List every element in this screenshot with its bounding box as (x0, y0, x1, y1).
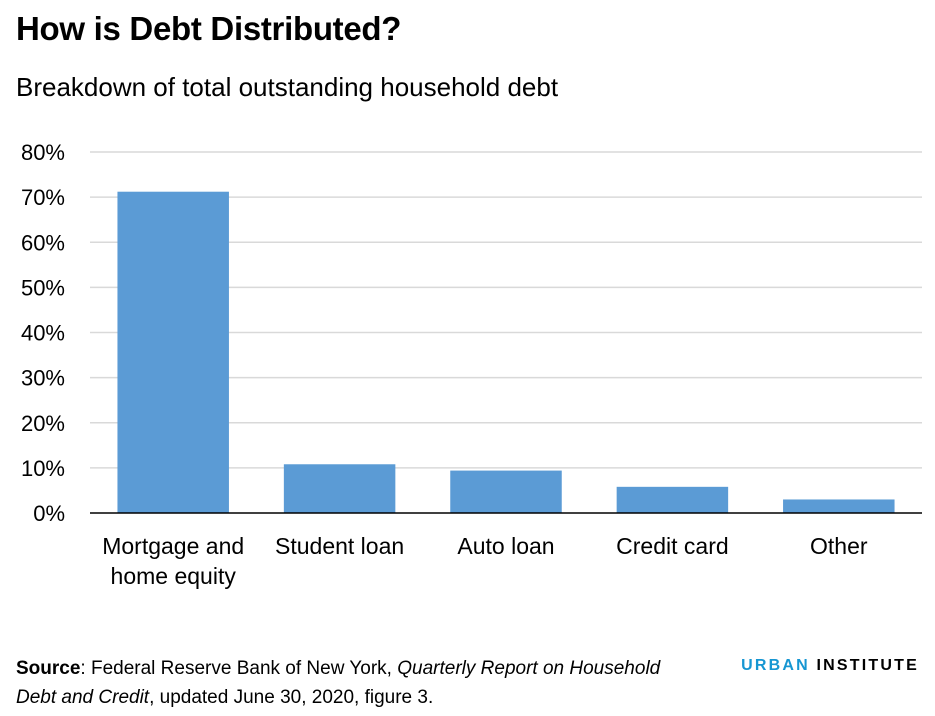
bar (450, 470, 562, 513)
source-publication: Quarterly Report on Household Debt and C… (16, 658, 661, 708)
logo-word-institute: INSTITUTE (816, 657, 919, 674)
y-tick-label: 70% (21, 185, 65, 210)
source-text-2: , updated June 30, 2020, figure 3. (149, 687, 434, 708)
source-note: Source: Federal Reserve Bank of New York… (16, 654, 676, 712)
y-tick-label: 60% (21, 230, 65, 255)
x-tick-label: Mortgage and (102, 533, 244, 559)
x-tick-label: Credit card (616, 533, 728, 559)
source-text-1: : Federal Reserve Bank of New York, (80, 658, 398, 679)
x-tick-label: Student loan (275, 533, 404, 559)
bar (117, 191, 229, 513)
x-tick-label: Other (810, 533, 868, 559)
bar (616, 486, 729, 513)
logo-word-urban: URBAN (741, 657, 810, 674)
chart-title: How is Debt Distributed? (16, 10, 402, 47)
y-tick-label: 80% (21, 140, 65, 165)
y-tick-label: 20% (21, 411, 65, 436)
bar (283, 464, 396, 513)
y-tick-label: 0% (33, 501, 65, 526)
chart-subtitle: Breakdown of total outstanding household… (16, 72, 559, 102)
bar-chart: 0% 10% 20% 30% 40% 50% 60% 70% 80% Mortgage and ho… (21, 140, 922, 589)
y-tick-label: 40% (21, 321, 65, 346)
source-label: Source (16, 658, 81, 679)
x-tick-label: home equity (111, 563, 237, 589)
urban-institute-logo: URBAN INSTITUTE (741, 657, 919, 675)
x-tick-label: Auto loan (457, 533, 554, 559)
bar (783, 499, 895, 513)
y-tick-label: 10% (21, 456, 65, 481)
y-tick-label: 50% (21, 275, 65, 300)
y-tick-label: 30% (21, 366, 65, 391)
